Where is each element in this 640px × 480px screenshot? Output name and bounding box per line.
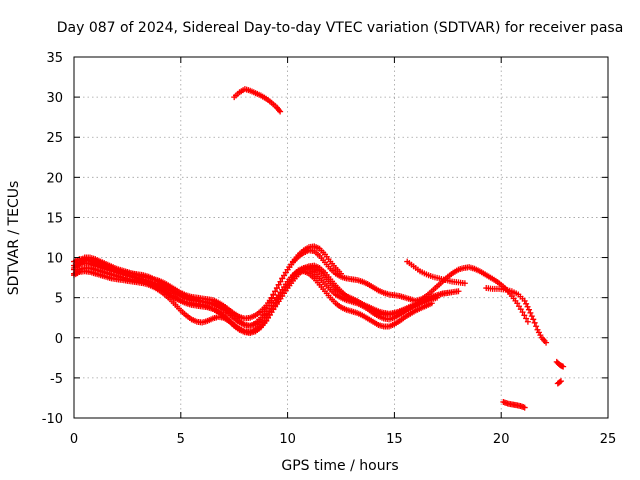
data-point xyxy=(533,323,540,330)
data-point xyxy=(523,315,530,322)
data-point xyxy=(543,339,550,346)
data-point xyxy=(560,363,567,370)
y-tick-label: -10 xyxy=(42,412,63,427)
data-points xyxy=(71,86,567,411)
x-axis-title: GPS time / hours xyxy=(281,458,398,474)
y-tick-label: 10 xyxy=(46,252,63,267)
data-point xyxy=(527,309,534,316)
x-tick-labels: 0 5 10 15 20 25 xyxy=(70,432,616,447)
data-point xyxy=(558,378,565,385)
x-tick-label: 25 xyxy=(600,432,617,447)
y-tick-label: 35 xyxy=(46,51,63,66)
data-point xyxy=(434,294,441,301)
series-arc-2 xyxy=(71,247,531,329)
series-arc-5 xyxy=(71,262,441,336)
plot-frame xyxy=(73,56,609,419)
series-arc-7 xyxy=(231,86,284,115)
data-point xyxy=(524,303,531,310)
x-tick-label: 15 xyxy=(386,432,403,447)
data-point xyxy=(528,313,535,320)
data-point xyxy=(530,316,537,323)
y-tick-label: 30 xyxy=(46,91,63,106)
y-tick-label: 15 xyxy=(46,211,63,226)
data-point xyxy=(525,306,532,313)
data-point xyxy=(277,278,284,285)
y-tick-label: 20 xyxy=(46,171,63,186)
series-arc-8 xyxy=(404,258,468,287)
y-tick-label: 5 xyxy=(55,292,63,307)
x-tick-label: 20 xyxy=(493,432,510,447)
series-arc-6 xyxy=(71,243,344,322)
y-tick-label: 0 xyxy=(55,332,63,347)
data-point xyxy=(524,318,531,325)
data-point xyxy=(523,300,530,307)
series-arc-10 xyxy=(500,398,528,411)
data-point xyxy=(556,378,563,385)
x-tick-label: 5 xyxy=(177,432,185,447)
data-point xyxy=(531,319,538,326)
series-arc-11 xyxy=(553,358,567,370)
chart-title: Day 087 of 2024, Sidereal Day-to-day VTE… xyxy=(57,20,624,36)
data-point xyxy=(270,291,277,298)
data-point xyxy=(519,309,526,316)
y-axis-title: SDTVAR / TECUs xyxy=(6,181,22,296)
data-point xyxy=(338,270,344,277)
y-tick-label: 25 xyxy=(46,131,63,146)
data-point xyxy=(455,288,462,295)
data-point xyxy=(521,312,528,319)
data-point xyxy=(461,280,468,287)
y-tick-label: -5 xyxy=(50,372,63,387)
data-point xyxy=(272,288,279,295)
data-point xyxy=(273,285,280,292)
axis-ticks xyxy=(73,56,609,419)
y-tick-labels: -10 -5 0 5 10 15 20 25 30 35 xyxy=(42,51,63,427)
data-point xyxy=(276,107,283,114)
data-point xyxy=(268,294,275,301)
x-tick-label: 10 xyxy=(279,432,296,447)
data-point xyxy=(275,281,282,288)
x-tick-label: 0 xyxy=(70,432,78,447)
data-point xyxy=(277,108,284,115)
data-point xyxy=(521,404,528,411)
series-arc-12 xyxy=(554,378,565,387)
series-arc-9 xyxy=(483,285,550,346)
grid-lines xyxy=(74,57,608,418)
